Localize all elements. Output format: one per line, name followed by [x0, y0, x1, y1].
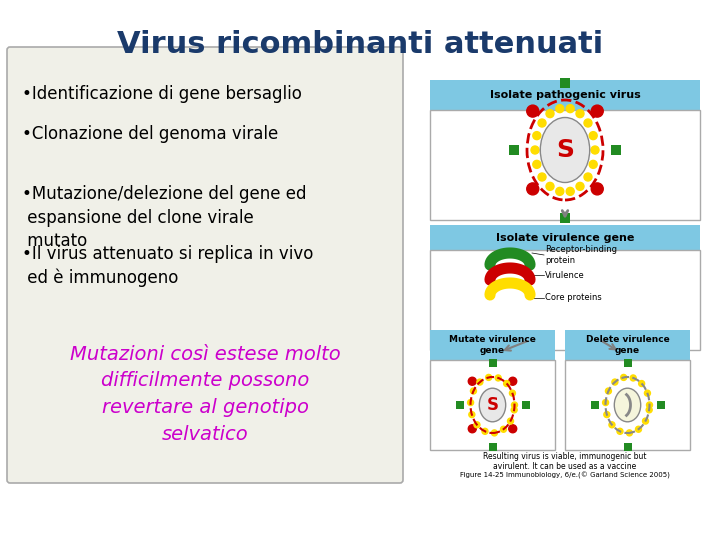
Circle shape [546, 183, 554, 191]
FancyBboxPatch shape [590, 401, 598, 409]
Circle shape [566, 187, 575, 195]
FancyBboxPatch shape [521, 401, 529, 409]
Text: •Identificazione di gene bersaglio: •Identificazione di gene bersaglio [22, 85, 302, 103]
Circle shape [630, 375, 636, 381]
Circle shape [509, 425, 517, 433]
FancyBboxPatch shape [430, 250, 700, 350]
Circle shape [576, 110, 584, 118]
Text: Mutazioni così estese molto
difficilmente possono
revertare al genotipo
selvatic: Mutazioni così estese molto difficilment… [70, 345, 341, 443]
Circle shape [533, 132, 541, 140]
FancyBboxPatch shape [430, 225, 700, 250]
Text: Mutate virulence
gene: Mutate virulence gene [449, 335, 536, 355]
Circle shape [486, 374, 492, 380]
FancyBboxPatch shape [488, 359, 497, 367]
Circle shape [495, 375, 501, 381]
Circle shape [639, 381, 644, 387]
Text: •Clonazione del genoma virale: •Clonazione del genoma virale [22, 125, 278, 143]
Text: Figure 14-25 Immunobiology, 6/e.(© Garland Science 2005): Figure 14-25 Immunobiology, 6/e.(© Garla… [460, 472, 670, 479]
Ellipse shape [614, 388, 641, 422]
Circle shape [556, 105, 564, 113]
FancyBboxPatch shape [560, 78, 570, 87]
Circle shape [546, 110, 554, 118]
Circle shape [609, 422, 615, 428]
FancyBboxPatch shape [624, 443, 631, 451]
Circle shape [538, 173, 546, 181]
Circle shape [612, 379, 618, 385]
FancyBboxPatch shape [488, 443, 497, 451]
Circle shape [500, 426, 506, 432]
Circle shape [504, 381, 510, 387]
Circle shape [626, 430, 632, 436]
Circle shape [511, 407, 517, 413]
Circle shape [591, 183, 603, 195]
Circle shape [647, 402, 652, 408]
Circle shape [509, 377, 517, 385]
Circle shape [636, 426, 642, 432]
Text: Delete virulence
gene: Delete virulence gene [585, 335, 670, 355]
FancyBboxPatch shape [560, 213, 570, 222]
Text: Isolate pathogenic virus: Isolate pathogenic virus [490, 90, 640, 100]
FancyBboxPatch shape [430, 330, 555, 360]
Circle shape [531, 146, 539, 154]
FancyBboxPatch shape [509, 145, 518, 155]
Circle shape [591, 105, 603, 117]
Circle shape [621, 374, 626, 380]
Text: Virulence: Virulence [545, 271, 585, 280]
Circle shape [538, 119, 546, 127]
Circle shape [646, 407, 652, 413]
Circle shape [470, 388, 477, 394]
Text: Core proteins: Core proteins [545, 294, 602, 302]
FancyBboxPatch shape [430, 110, 700, 220]
Text: Virus ricombinanti attenuati: Virus ricombinanti attenuati [117, 30, 603, 59]
Circle shape [468, 377, 476, 385]
Circle shape [467, 400, 474, 406]
FancyBboxPatch shape [430, 360, 555, 450]
Circle shape [642, 418, 649, 424]
FancyBboxPatch shape [657, 401, 665, 409]
Text: S: S [487, 396, 498, 414]
Circle shape [511, 402, 518, 408]
Circle shape [556, 187, 564, 195]
FancyBboxPatch shape [456, 401, 464, 409]
Circle shape [527, 105, 539, 117]
Circle shape [606, 388, 611, 394]
FancyBboxPatch shape [565, 360, 690, 450]
FancyBboxPatch shape [611, 145, 621, 155]
Circle shape [584, 119, 592, 127]
Circle shape [604, 411, 610, 417]
Text: Resulting virus is viable, immunogenic but
avirulent. It can be used as a vaccin: Resulting virus is viable, immunogenic b… [483, 452, 647, 471]
Circle shape [510, 390, 516, 396]
Circle shape [644, 390, 650, 396]
FancyBboxPatch shape [7, 47, 403, 483]
Circle shape [482, 428, 488, 434]
Circle shape [584, 173, 592, 181]
Ellipse shape [540, 118, 590, 183]
Text: •Mutazione/delezione del gene ed
 espansione del clone virale
 mutato: •Mutazione/delezione del gene ed espansi… [22, 185, 307, 250]
Circle shape [474, 422, 480, 428]
Text: Isolate virulence gene: Isolate virulence gene [496, 233, 634, 243]
Circle shape [566, 105, 575, 113]
Circle shape [527, 183, 539, 195]
Circle shape [603, 400, 608, 406]
Circle shape [468, 425, 476, 433]
Text: •Il virus attenuato si replica in vivo
 ed è immunogeno: •Il virus attenuato si replica in vivo e… [22, 245, 313, 287]
Circle shape [589, 132, 597, 140]
FancyBboxPatch shape [624, 359, 631, 367]
Circle shape [617, 428, 623, 434]
Circle shape [492, 430, 498, 436]
Circle shape [589, 160, 597, 168]
Text: S: S [556, 138, 574, 162]
FancyBboxPatch shape [565, 330, 690, 360]
Circle shape [469, 411, 474, 417]
Circle shape [576, 183, 584, 191]
Circle shape [508, 418, 513, 424]
Text: Receptor-binding
protein: Receptor-binding protein [545, 245, 617, 265]
Circle shape [533, 160, 541, 168]
Circle shape [477, 379, 483, 385]
Ellipse shape [480, 388, 505, 422]
Circle shape [591, 146, 599, 154]
FancyBboxPatch shape [430, 80, 700, 110]
